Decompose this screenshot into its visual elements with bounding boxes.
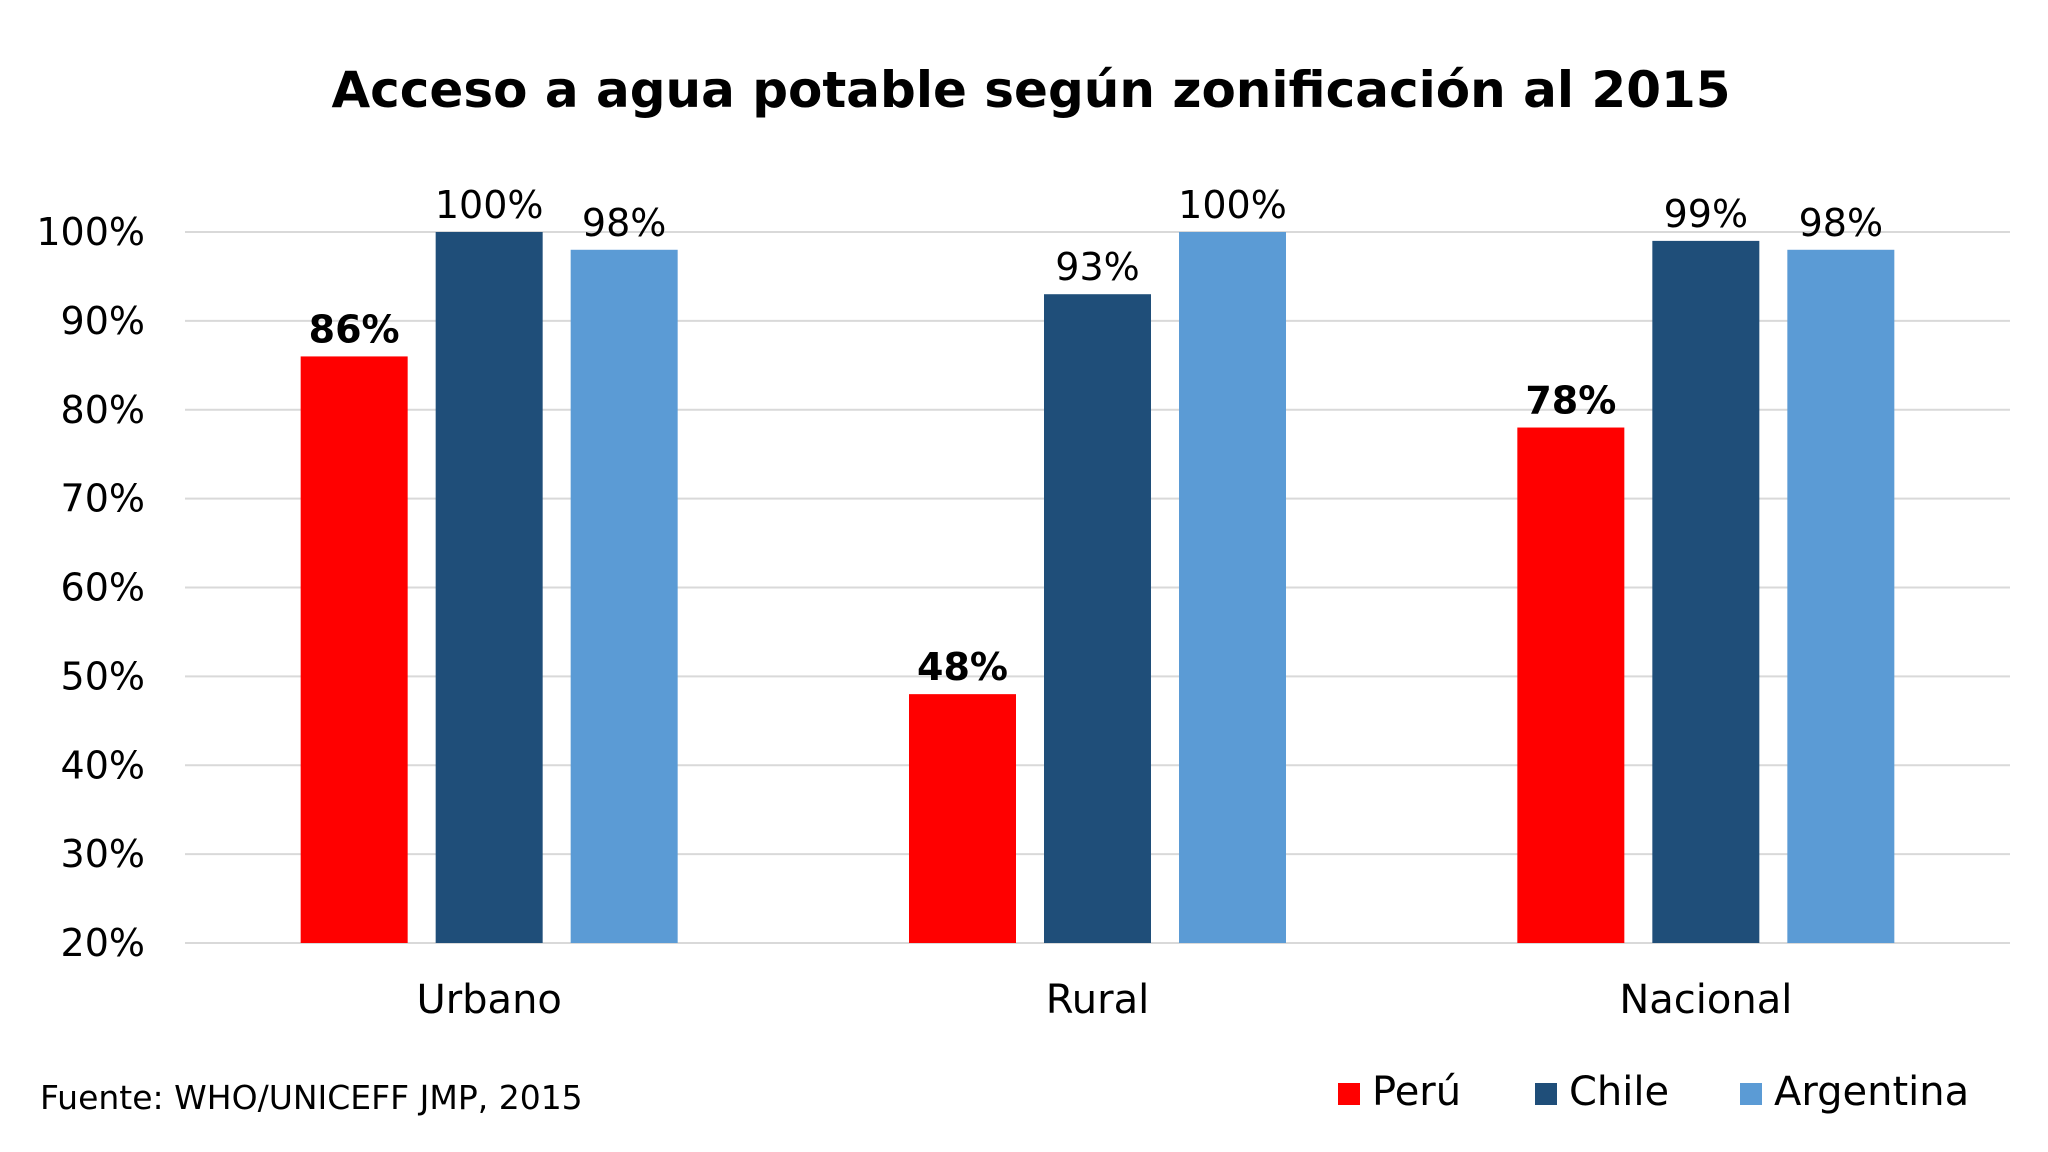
bar: [570, 249, 678, 943]
x-axis-category-labels: Urbano Rural Nacional: [416, 977, 1792, 1023]
data-label: 93%: [1055, 245, 1139, 289]
y-tick-label: 50%: [61, 654, 145, 698]
x-category-label: Urbano: [416, 977, 561, 1023]
legend-label: Argentina: [1774, 1069, 1969, 1115]
data-labels: 86% 100% 98% 48% 93% 100% 78% 99% 98%: [309, 183, 1883, 689]
data-label: 86%: [309, 307, 400, 351]
y-tick-label: 100%: [36, 210, 145, 254]
legend: Perú Chile Argentina: [1338, 1069, 1969, 1115]
legend-label: Perú: [1372, 1069, 1461, 1115]
y-tick-label: 90%: [61, 299, 145, 343]
bar: [435, 232, 543, 943]
bar: [1179, 232, 1286, 943]
data-label: 99%: [1664, 192, 1748, 236]
data-label: 48%: [917, 645, 1008, 689]
y-tick-label: 20%: [61, 921, 145, 965]
legend-item: Perú: [1338, 1069, 1461, 1115]
data-label: 78%: [1525, 379, 1616, 423]
y-axis-tick-labels: 20% 30% 40% 50% 60% 70% 80% 90% 100%: [36, 210, 145, 965]
source-note: Fuente: WHO/UNICEFF JMP, 2015: [40, 1078, 583, 1117]
bar: [909, 694, 1016, 943]
y-tick-label: 70%: [61, 477, 145, 521]
data-label: 98%: [1799, 201, 1883, 245]
chart-title: Acceso a agua potable según zonificación…: [331, 61, 1730, 119]
legend-swatch: [1535, 1083, 1557, 1105]
legend-swatch: [1740, 1083, 1762, 1105]
legend-item: Chile: [1535, 1069, 1669, 1115]
legend-label: Chile: [1569, 1069, 1669, 1115]
bar: [1652, 240, 1760, 943]
data-label: 98%: [582, 201, 666, 245]
legend-item: Argentina: [1740, 1069, 1969, 1115]
bar: [300, 356, 408, 943]
legend-swatch: [1338, 1083, 1360, 1105]
y-tick-label: 80%: [61, 388, 145, 432]
y-tick-label: 60%: [61, 566, 145, 610]
x-category-label: Nacional: [1619, 977, 1792, 1023]
bar: [1044, 294, 1151, 943]
bar: [1787, 249, 1895, 943]
bar: [1517, 427, 1625, 943]
x-category-label: Rural: [1046, 977, 1149, 1023]
y-tick-label: 40%: [61, 743, 145, 787]
data-label: 100%: [1178, 183, 1287, 227]
bars: [300, 232, 1895, 943]
data-label: 100%: [435, 183, 544, 227]
y-tick-label: 30%: [61, 832, 145, 876]
